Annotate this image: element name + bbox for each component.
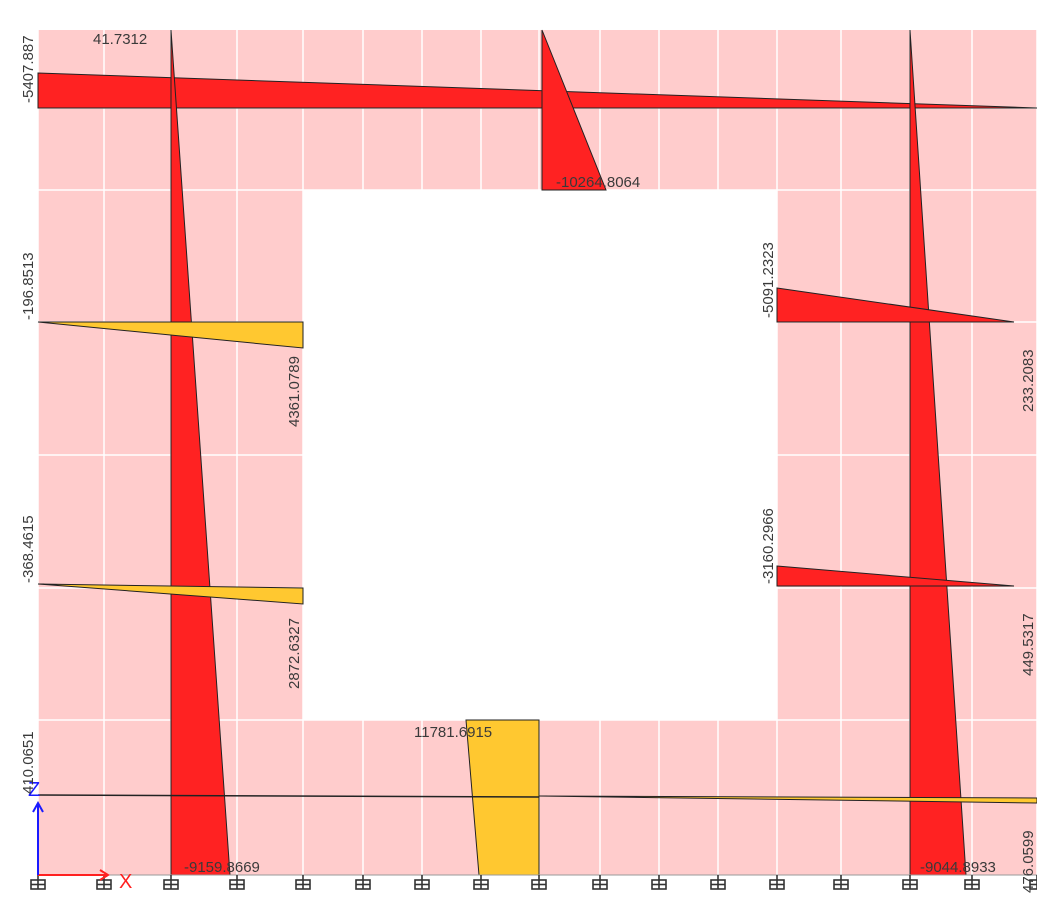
bottom-right-beam-moment: [538, 795, 1037, 804]
fixed-support-icon: [163, 875, 179, 890]
label-left-beam-upper-end: 4361.0789: [286, 356, 303, 427]
z-axis-label: Z: [28, 779, 40, 801]
moment-diagrams: [37, 29, 1037, 876]
z-arrow-head: [32, 800, 44, 813]
bottom-left-beam-moment: [37, 794, 540, 798]
right-upper-beam-moment: [776, 287, 1015, 323]
fixed-support-icon: [473, 875, 489, 890]
label-bottom-left-column: -9159.8669: [184, 859, 260, 876]
label-right-bottom: 476.0599: [1020, 830, 1037, 893]
fixed-support-icon: [295, 875, 311, 890]
fixed-support-icon: [229, 875, 245, 890]
fixed-support-icon: [651, 875, 667, 890]
label-left-bottom: 410.0651: [20, 731, 37, 794]
base-supports: [30, 875, 1037, 890]
fixed-support-icon: [902, 875, 918, 890]
label-left-beam-mid: -368.4615: [20, 515, 37, 583]
label-top-beam-left: -5407.887: [20, 35, 37, 103]
wall-top-band: [38, 30, 1037, 190]
right-mid-beam-moment: [776, 565, 1015, 587]
axis-triad: X Z: [28, 779, 132, 893]
label-right-beam-upper-end: 233.2083: [1020, 349, 1037, 412]
left-mid-beam-moment: [37, 583, 304, 605]
label-right-beam-mid: -3160.2966: [760, 508, 777, 584]
label-bottom-mid: 11781.6915: [414, 724, 492, 741]
label-left-beam-mid-end: 2872.6327: [286, 618, 303, 689]
left-upper-beam-moment: [37, 321, 304, 349]
fixed-support-icon: [355, 875, 371, 890]
label-right-beam-mid-end: 449.5317: [1020, 613, 1037, 676]
label-left-beam-upper: -196.8513: [20, 252, 37, 320]
label-top-column-left: 41.7312: [93, 31, 147, 48]
fixed-support-icon: [1029, 875, 1037, 890]
top-beam-moment: [37, 72, 1037, 109]
fixed-support-icon: [592, 875, 608, 890]
fixed-support-icon: [833, 875, 849, 890]
label-bottom-right-column: -9044.8933: [920, 859, 996, 876]
fixed-support-icon: [30, 875, 46, 890]
label-top-mid-spike: -10264.8064: [556, 174, 640, 191]
value-labels: 41.7312 -10264.8064 11781.6915 -9159.866…: [20, 31, 1037, 893]
fixed-support-icon: [710, 875, 726, 890]
label-right-beam-upper: -5091.2323: [760, 242, 777, 318]
top-mid-column-moment: [541, 29, 607, 191]
fixed-support-icon: [531, 875, 547, 890]
x-axis-label: X: [119, 871, 132, 893]
x-arrow-head: [99, 869, 110, 881]
fixed-support-icon: [964, 875, 980, 890]
fixed-support-icon: [414, 875, 430, 890]
fixed-support-icon: [769, 875, 785, 890]
